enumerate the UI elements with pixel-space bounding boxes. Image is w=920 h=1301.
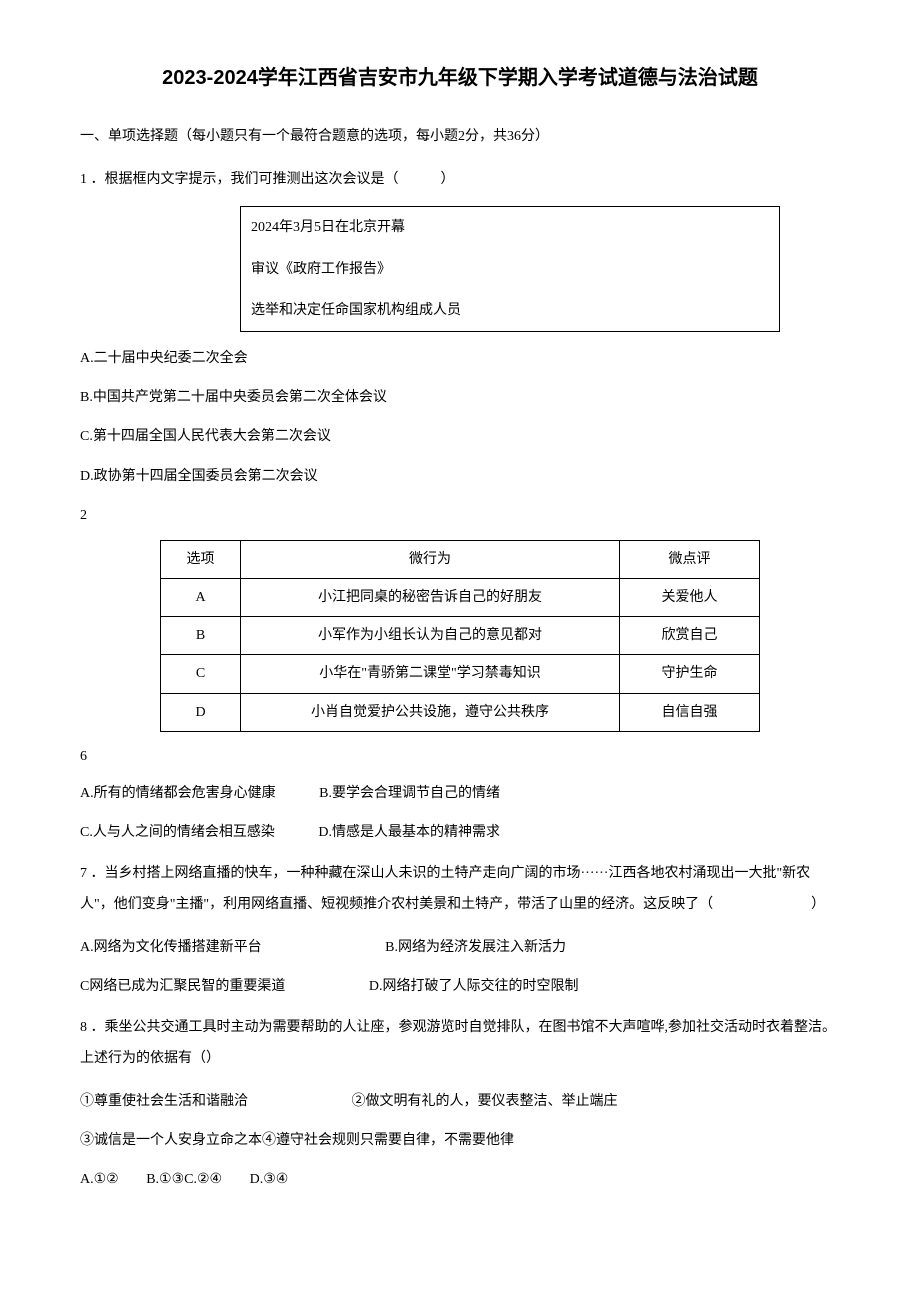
q7-option-a: A.网络为文化传播搭建新平台 bbox=[80, 935, 262, 960]
q7-options-row2: C网络已成为汇聚民智的重要渠道 D.网络打破了人际交往的时空限制 bbox=[80, 974, 840, 999]
col-header-behavior: 微行为 bbox=[241, 540, 620, 578]
q7-option-b: B.网络为经济发展注入新活力 bbox=[385, 935, 566, 960]
table-row: C 小华在"青骄第二课堂"学习禁毒知识 守护生命 bbox=[161, 655, 760, 693]
q8-option-a: A.①② bbox=[80, 1167, 119, 1192]
cell-comment: 守护生命 bbox=[620, 655, 760, 693]
box-line-3: 选举和决定任命国家机构组成人员 bbox=[241, 290, 779, 331]
q1-option-d: D.政协第十四届全国委员会第二次会议 bbox=[80, 464, 840, 489]
q1-option-b: B.中国共产党第二十届中央委员会第二次全体会议 bbox=[80, 385, 840, 410]
cell-comment: 关爱他人 bbox=[620, 579, 760, 617]
q6-option-b: B.要学会合理调节自己的情绪 bbox=[319, 781, 500, 806]
box-line-2: 审议《政府工作报告》 bbox=[241, 249, 779, 290]
cell-behavior: 小华在"青骄第二课堂"学习禁毒知识 bbox=[241, 655, 620, 693]
table-row: A 小江把同桌的秘密告诉自己的好朋友 关爱他人 bbox=[161, 579, 760, 617]
q8-statements-row2: ③诚信是一个人安身立命之本④遵守社会规则只需要自律，不需要他律 bbox=[80, 1128, 840, 1153]
q1-stem: 1 ．根据框内文字提示，我们可推测出这次会议是（ ） bbox=[80, 167, 840, 192]
q2-number: 2 bbox=[80, 503, 840, 528]
table-row: B 小军作为小组长认为自己的意见都对 欣赏自己 bbox=[161, 617, 760, 655]
section-1-header: 一、单项选择题（每小题只有一个最符合题意的选项，每小题2分，共36分） bbox=[80, 124, 840, 149]
q8-statement-1: ①尊重使社会生活和谐融洽 bbox=[80, 1089, 248, 1114]
q8-option-bc: B.①③C.②④ bbox=[146, 1167, 222, 1192]
q8-statement-2: ②做文明有礼的人，要仪表整洁、举止端庄 bbox=[352, 1089, 618, 1114]
q1-hint-box: 2024年3月5日在北京开幕 审议《政府工作报告》 选举和决定任命国家机构组成人… bbox=[240, 206, 780, 332]
q6-option-d: D.情感是人最基本的精神需求 bbox=[318, 820, 500, 845]
cell-opt: C bbox=[161, 655, 241, 693]
q1-option-a: A.二十届中央纪委二次全会 bbox=[80, 346, 840, 371]
q8-option-d: D.③④ bbox=[250, 1167, 289, 1192]
q6-options-row1: A.所有的情绪都会危害身心健康 B.要学会合理调节自己的情绪 bbox=[80, 781, 840, 806]
cell-opt: A bbox=[161, 579, 241, 617]
cell-opt: D bbox=[161, 693, 241, 731]
q6-option-a: A.所有的情绪都会危害身心健康 bbox=[80, 781, 276, 806]
q7-option-c: C网络已成为汇聚民智的重要渠道 bbox=[80, 974, 285, 999]
cell-opt: B bbox=[161, 617, 241, 655]
q7-stem: 7 ．当乡村搭上网络直播的快车，一种种藏在深山人未识的土特产走向广阔的市场···… bbox=[80, 859, 840, 921]
q1-option-c: C.第十四届全国人民代表大会第二次会议 bbox=[80, 424, 840, 449]
cell-comment: 欣赏自己 bbox=[620, 617, 760, 655]
q7-option-d: D.网络打破了人际交往的时空限制 bbox=[369, 974, 579, 999]
col-header-comment: 微点评 bbox=[620, 540, 760, 578]
exam-title: 2023-2024学年江西省吉安市九年级下学期入学考试道德与法治试题 bbox=[80, 60, 840, 96]
q6-option-c: C.人与人之间的情绪会相互感染 bbox=[80, 820, 275, 845]
table-header-row: 选项 微行为 微点评 bbox=[161, 540, 760, 578]
q6-options-row2: C.人与人之间的情绪会相互感染 D.情感是人最基本的精神需求 bbox=[80, 820, 840, 845]
options-table: 选项 微行为 微点评 A 小江把同桌的秘密告诉自己的好朋友 关爱他人 B 小军作… bbox=[160, 540, 760, 732]
cell-behavior: 小江把同桌的秘密告诉自己的好朋友 bbox=[241, 579, 620, 617]
cell-behavior: 小肖自觉爱护公共设施，遵守公共秩序 bbox=[241, 693, 620, 731]
q8-options-row: A.①② B.①③C.②④ D.③④ bbox=[80, 1167, 840, 1192]
cell-comment: 自信自强 bbox=[620, 693, 760, 731]
table-row: D 小肖自觉爱护公共设施，遵守公共秩序 自信自强 bbox=[161, 693, 760, 731]
q8-statements-row1: ①尊重使社会生活和谐融洽 ②做文明有礼的人，要仪表整洁、举止端庄 bbox=[80, 1089, 840, 1114]
cell-behavior: 小军作为小组长认为自己的意见都对 bbox=[241, 617, 620, 655]
q8-stem: 8 ．乘坐公共交通工具时主动为需要帮助的人让座，参观游览时自觉排队，在图书馆不大… bbox=[80, 1013, 840, 1075]
col-header-option: 选项 bbox=[161, 540, 241, 578]
q7-options-row1: A.网络为文化传播搭建新平台 B.网络为经济发展注入新活力 bbox=[80, 935, 840, 960]
q6-number: 6 bbox=[80, 744, 840, 769]
box-line-1: 2024年3月5日在北京开幕 bbox=[241, 207, 779, 248]
